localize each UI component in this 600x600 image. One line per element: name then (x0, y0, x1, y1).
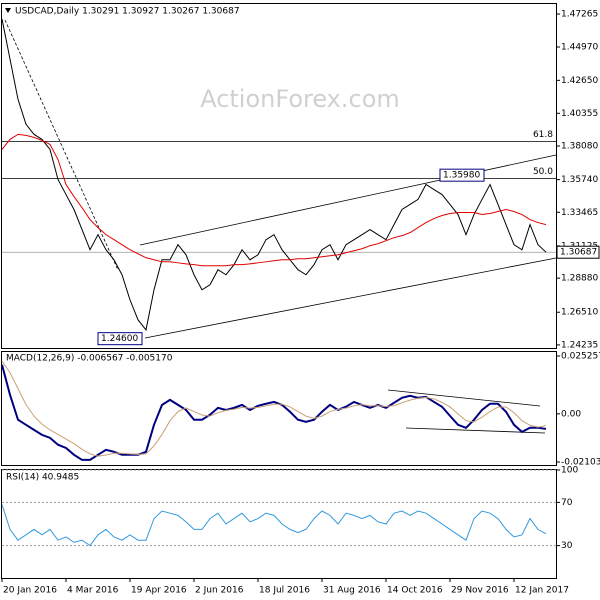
y-tick-label: 1.42650 (561, 76, 598, 86)
annotation-box (439, 168, 485, 182)
x-tick-label: 19 Apr 2016 (131, 586, 187, 596)
annotation-label: 1.35980 (443, 171, 480, 181)
macd-panel (1, 351, 557, 466)
fib-level-label: 50.0 (533, 167, 553, 177)
watermark: ActionForex.com (200, 85, 400, 113)
y-tick-label: 1.44970 (561, 43, 598, 53)
fib-level-label: 61.8 (533, 130, 553, 140)
x-tick-label: 20 Jan 2016 (3, 586, 57, 596)
title-icon (5, 8, 11, 13)
y-tick-label: 1.28880 (561, 274, 598, 284)
series-line (1, 133, 547, 267)
series-line (1, 360, 547, 457)
annotation-label: 1.24600 (101, 334, 138, 344)
y-tick-label: 1.24235 (561, 340, 598, 350)
y-tick-label: 1.33465 (561, 208, 598, 218)
x-tick-label: 31 Aug 2016 (323, 586, 381, 596)
macd-title: MACD(12,26,9) -0.006567 -0.005170 (6, 354, 173, 364)
y-tick-label: 0.025257 (561, 351, 600, 361)
y-tick-label: 70 (561, 498, 573, 508)
x-tick-label: 4 Mar 2016 (67, 586, 119, 596)
x-tick-label: 18 Jul 2016 (259, 586, 310, 596)
rsi-title: RSI(14) 40.9485 (6, 473, 79, 483)
last-price-box (556, 245, 600, 259)
series-line (1, 18, 547, 332)
y-tick-label: 1.47265 (561, 10, 598, 20)
x-tick-label: 2 Jun 2016 (195, 586, 244, 596)
y-tick-label: 1.40355 (561, 109, 598, 119)
y-tick-label: 100 (561, 466, 578, 476)
series-line (1, 504, 547, 547)
x-tick-label: 29 Nov 2016 (451, 586, 509, 596)
y-tick-label: 1.26510 (561, 308, 598, 318)
x-tick-label: 12 Jan 2017 (515, 586, 569, 596)
last-price-label: 1.30687 (560, 248, 597, 258)
price-panel (1, 3, 557, 349)
y-tick-label: 0.00 (561, 409, 581, 419)
y-tick-label: 1.38080 (561, 141, 598, 151)
series-line (1, 364, 547, 461)
trend-line (4, 19, 119, 271)
y-tick-label: 30 (561, 541, 573, 551)
annotation-box (97, 332, 143, 346)
macd-trend-upper (387, 389, 541, 407)
channel-upper (139, 154, 557, 246)
x-tick-label: 14 Oct 2016 (387, 586, 443, 596)
channel-lower (144, 257, 557, 339)
y-tick-label: -0.021036 (561, 457, 600, 467)
y-tick-label: 1.35740 (561, 175, 598, 185)
price-title: USDCAD,Daily 1.30291 1.30927 1.30267 1.3… (15, 7, 240, 17)
